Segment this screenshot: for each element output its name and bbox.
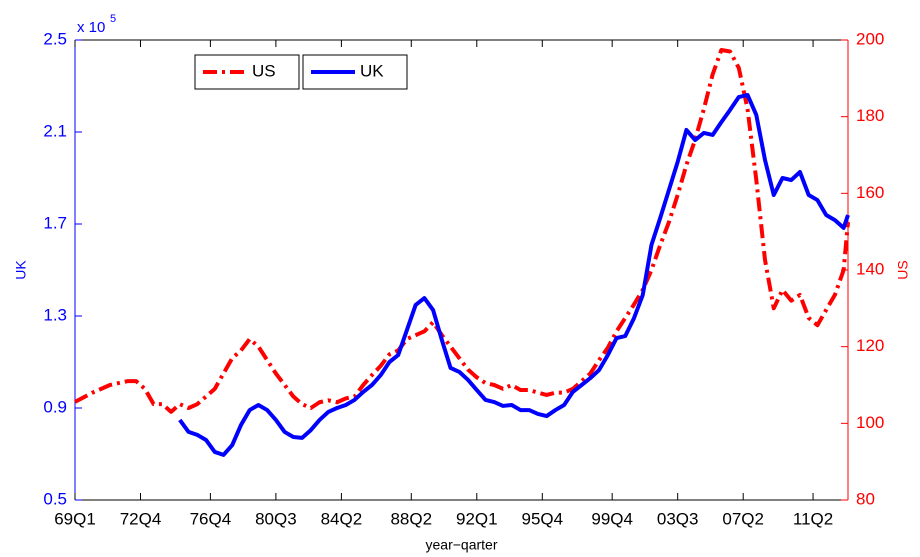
x-tick-label: 84Q2	[321, 509, 363, 528]
series-line	[178, 92, 850, 457]
y-tick-label: 0.9	[43, 397, 67, 416]
x-tick-label: 76Q4	[190, 509, 232, 528]
x-tick-label: 69Q1	[54, 509, 96, 528]
x-tick-label: 11Q2	[793, 509, 833, 528]
y2-tick-label: 160	[856, 183, 884, 202]
y2-tick-label: 120	[856, 336, 884, 355]
y2-axis-label: US	[895, 260, 911, 279]
x-tick-label: 92Q1	[456, 509, 498, 528]
y2-tick-label: 200	[856, 29, 884, 48]
y-tick-label: 2.1	[43, 121, 67, 140]
y-tick-label: 2.5	[43, 29, 67, 48]
y2-tick-label: 100	[856, 413, 884, 432]
x-tick-label: 72Q4	[120, 509, 162, 528]
y-tick-label: 1.7	[43, 213, 67, 232]
x-tick-label: 80Q3	[255, 509, 297, 528]
y2-tick-label: 140	[856, 259, 884, 278]
x-axis-label: year−qarter	[426, 537, 498, 553]
series-line	[74, 47, 850, 414]
legend-label: UK	[360, 61, 384, 80]
y-tick-label: 1.3	[43, 305, 67, 324]
x-tick-label: 07Q2	[722, 509, 764, 528]
y-multiplier: x 10	[77, 19, 105, 36]
x-tick-label: 88Q2	[390, 509, 432, 528]
x-tick-label: 95Q4	[521, 509, 563, 528]
y2-tick-label: 80	[856, 489, 875, 508]
y-multiplier-exponent: 5	[110, 13, 116, 25]
y2-tick-label: 180	[856, 106, 884, 125]
y-tick-label: 0.5	[43, 489, 67, 508]
x-tick-label: 03Q3	[657, 509, 699, 528]
y-axis-label: UK	[13, 260, 29, 280]
legend-label: US	[252, 61, 276, 80]
x-tick-label: 99Q4	[591, 509, 633, 528]
